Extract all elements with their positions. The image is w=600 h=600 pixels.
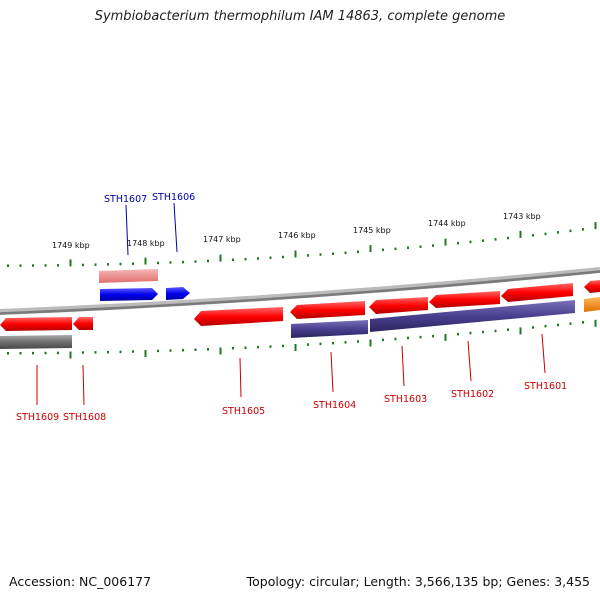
gene-label-sth1607[interactable]: STH1607: [104, 194, 147, 205]
scale-label-1748: 1748 kbp: [127, 239, 165, 248]
scale-label-1744: 1744 kbp: [428, 219, 466, 228]
scale-label-1746: 1746 kbp: [278, 231, 316, 240]
leader-sth1604: [330, 351, 334, 393]
leader-sth1607: [125, 204, 129, 256]
scale-label-1749: 1749 kbp: [52, 241, 90, 250]
map-title: Symbiobacterium thermophilum IAM 14863, …: [94, 9, 506, 24]
gene-label-sth1603[interactable]: STH1603: [384, 394, 427, 405]
gene-label-sth1606[interactable]: STH1606: [152, 192, 195, 203]
gene-feature-sth1601[interactable]: [501, 283, 573, 302]
leader-sth1606: [173, 202, 178, 253]
gene-feature-light-red[interactable]: [99, 269, 158, 283]
gene-feature-sth1604[interactable]: [290, 301, 365, 319]
gene-label-sth1609[interactable]: STH1609: [16, 412, 59, 423]
scale-ticks-upper: [7, 222, 597, 267]
gene-feature-sth1605[interactable]: [194, 307, 283, 326]
gene-feature-sth1603[interactable]: [369, 297, 428, 314]
gene-feature-purple-long[interactable]: [370, 300, 575, 332]
gene-label-sth1605[interactable]: STH1605: [222, 406, 265, 417]
scale-labels: 1749 kbp 1748 kbp 1747 kbp 1746 kbp 1745…: [52, 212, 541, 250]
topology-text: Topology: circular; Length: 3,566,135 bp…: [246, 574, 590, 589]
leader-sth1602: [467, 340, 472, 382]
top-label-leaders: [125, 202, 178, 256]
gene-label-sth1608[interactable]: STH1608: [63, 412, 106, 423]
gene-feature-sth1608[interactable]: [73, 317, 93, 330]
reverse-features: [0, 280, 600, 349]
gene-feature-sth1606[interactable]: [166, 287, 190, 300]
scale-label-1747: 1747 kbp: [203, 235, 241, 244]
gene-feature-sth1607[interactable]: [100, 288, 158, 301]
bottom-gene-labels: STH1609 STH1608 STH1605 STH1604 STH1603 …: [16, 381, 567, 423]
genome-backbone-shade: [0, 270, 600, 315]
gene-label-sth1604[interactable]: STH1604: [313, 400, 356, 411]
genome-backbone: [0, 267, 600, 315]
top-gene-labels: STH1607 STH1606: [104, 192, 195, 205]
leader-sth1608: [82, 364, 85, 406]
gene-feature-orange[interactable]: [584, 297, 600, 312]
leader-sth1603: [401, 345, 405, 387]
bottom-label-leaders: [36, 333, 546, 406]
leader-sth1601: [541, 333, 546, 374]
scale-ticks-lower: [7, 319, 597, 359]
leader-sth1605: [239, 357, 242, 398]
gene-label-sth1602[interactable]: STH1602: [451, 389, 494, 400]
gene-feature-edge-red[interactable]: [584, 280, 600, 293]
gene-label-sth1601[interactable]: STH1601: [524, 381, 567, 392]
scale-label-1745: 1745 kbp: [353, 226, 391, 235]
gene-feature-sth1609[interactable]: [0, 317, 72, 331]
scale-label-1743: 1743 kbp: [503, 212, 541, 221]
accession-text: Accession: NC_006177: [9, 574, 152, 589]
gene-feature-sth1602[interactable]: [429, 291, 500, 308]
gene-feature-sth1609-gray[interactable]: [0, 335, 72, 349]
forward-features: [99, 269, 190, 301]
gene-feature-sth1604-purple[interactable]: [291, 320, 368, 338]
